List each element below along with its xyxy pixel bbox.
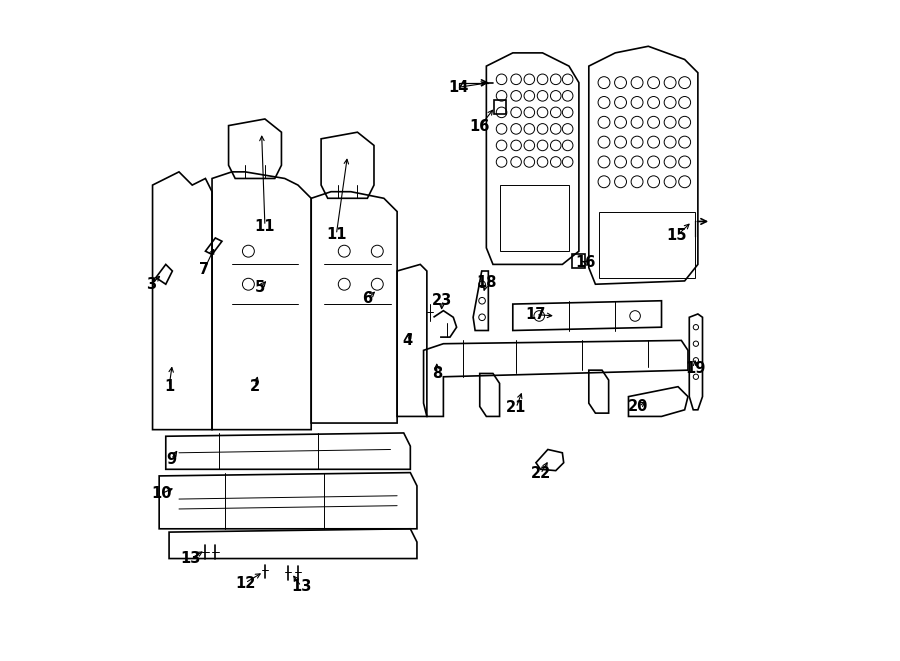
Text: 5: 5 [256,280,266,295]
Text: 19: 19 [686,361,706,375]
Text: 16: 16 [470,120,490,134]
Text: 6: 6 [363,292,373,306]
Text: 17: 17 [526,307,546,322]
Text: 12: 12 [235,576,256,590]
Text: 22: 22 [530,467,551,481]
Text: 23: 23 [432,293,452,308]
Text: 15: 15 [667,229,687,243]
Text: 11: 11 [255,219,275,233]
Text: 7: 7 [199,262,209,277]
Text: 9: 9 [166,452,176,467]
Text: 18: 18 [476,275,497,290]
Text: 10: 10 [151,486,171,501]
Text: 2: 2 [250,379,260,394]
Text: 13: 13 [291,579,311,594]
Text: 3: 3 [146,277,157,292]
Text: 20: 20 [628,399,649,414]
Text: 4: 4 [402,333,412,348]
Text: 13: 13 [181,551,201,566]
Text: 11: 11 [326,227,346,242]
Text: 16: 16 [575,255,596,270]
Text: 8: 8 [432,366,442,381]
Text: 1: 1 [164,379,175,394]
Text: 14: 14 [448,80,469,95]
Text: 21: 21 [506,401,526,415]
